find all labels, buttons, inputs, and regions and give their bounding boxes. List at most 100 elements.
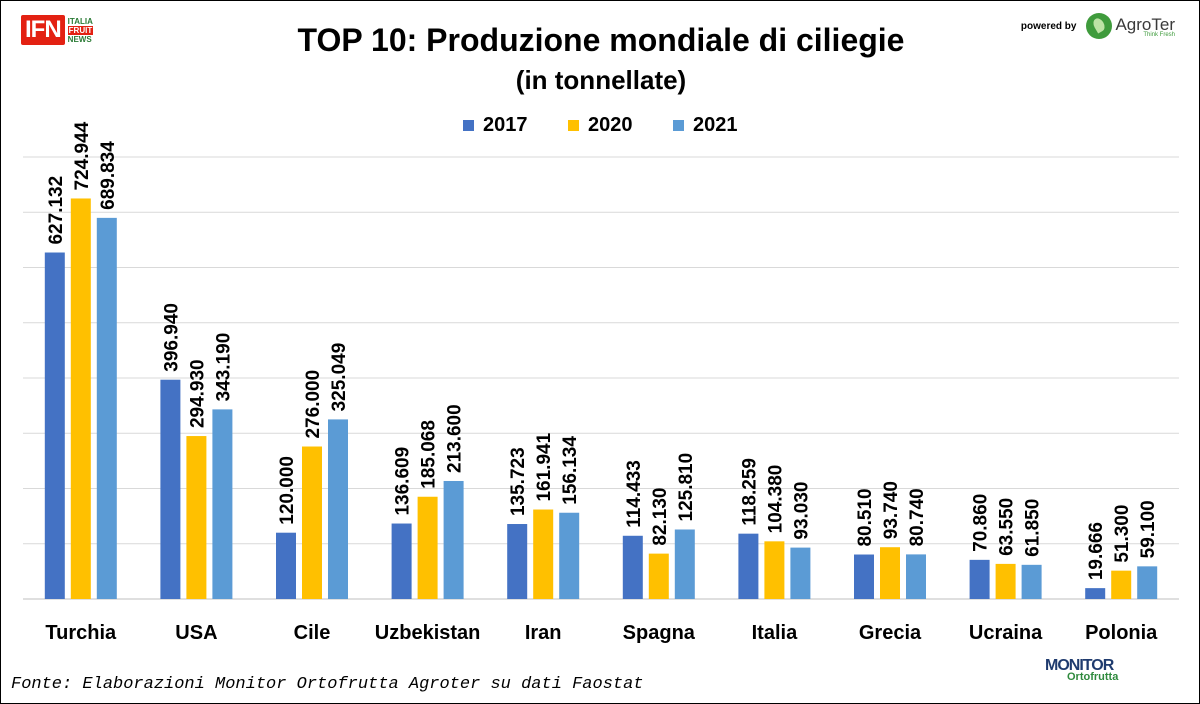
data-label-ucraina-2021: 61.850 — [1023, 499, 1044, 557]
data-label-turchia-2017: 627.132 — [46, 176, 67, 245]
data-label-italia-2017: 118.259 — [739, 458, 760, 526]
data-label-polonia-2021: 59.100 — [1138, 500, 1159, 558]
bar-iran-2020 — [533, 509, 554, 599]
bar-polonia-2021 — [1137, 566, 1158, 599]
bar-italia-2017 — [738, 533, 759, 599]
bar-turchia-2021 — [96, 217, 117, 600]
chart-subtitle: (in tonnellate) — [516, 65, 686, 95]
data-label-italia-2021: 93.030 — [791, 481, 812, 539]
legend-label-2020: 2020 — [588, 114, 633, 136]
leaf-icon — [1086, 13, 1113, 39]
bar-spagna-2021 — [674, 529, 695, 599]
data-label-iran-2017: 135.723 — [508, 447, 529, 516]
category-label-grecia: Grecia — [859, 622, 922, 644]
bar-polonia-2020 — [1111, 570, 1132, 599]
legend-swatch-2020 — [568, 120, 579, 131]
ifn-logo-line3: NEWS — [67, 34, 92, 44]
bar-cile-2020 — [302, 446, 322, 599]
category-label-usa: USA — [175, 622, 217, 644]
data-label-cile-2017: 120.000 — [277, 456, 298, 525]
data-label-spagna-2021: 125.810 — [676, 453, 697, 522]
monitor-ortofrutta-logo: MONITOR Ortofrutta — [1045, 657, 1118, 683]
monitor-logo-main: MONITOR — [1045, 657, 1114, 674]
data-label-usa-2017: 396.940 — [161, 303, 182, 372]
bar-polonia-2017 — [1085, 588, 1106, 599]
data-label-grecia-2021: 80.740 — [907, 488, 928, 546]
data-label-polonia-2017: 19.666 — [1086, 522, 1107, 580]
data-label-usa-2020: 294.930 — [187, 359, 208, 428]
agroter-name: AgroTer — [1115, 14, 1175, 34]
ifn-logo-line2: FRUIT — [67, 25, 94, 35]
agroter-tagline: Think Fresh — [1143, 31, 1175, 38]
data-label-italia-2020: 104.380 — [765, 465, 786, 534]
data-label-uzbekistan-2020: 185.068 — [419, 420, 440, 489]
bar-italia-2021 — [790, 547, 811, 599]
category-label-turchia: Turchia — [45, 622, 117, 644]
bar-italia-2020 — [764, 541, 785, 599]
chart-legend: 2017 2020 2021 — [463, 114, 738, 136]
agroter-wordmark: AgroTer Think Fresh — [1115, 15, 1175, 38]
category-label-polonia: Polonia — [1085, 622, 1158, 644]
source-note: Fonte: Elaborazioni Monitor Ortofrutta A… — [11, 675, 644, 694]
bar-ucraina-2017 — [969, 559, 990, 599]
bar-usa-2020 — [186, 436, 207, 599]
data-label-ucraina-2020: 63.550 — [997, 498, 1018, 556]
data-label-grecia-2017: 80.510 — [855, 488, 876, 546]
bar-ucraina-2020 — [995, 563, 1016, 599]
bar-usa-2021 — [212, 409, 233, 599]
ifn-logo-line1: ITALIA — [67, 16, 93, 26]
bar-turchia-2020 — [70, 198, 91, 599]
category-label-iran: Iran — [525, 622, 562, 644]
data-label-uzbekistan-2017: 136.609 — [393, 447, 414, 516]
bar-usa-2017 — [160, 379, 181, 599]
bar-uzbekistan-2020 — [417, 496, 438, 599]
bar-uzbekistan-2021 — [443, 480, 464, 599]
data-label-iran-2020: 161.941 — [534, 432, 555, 501]
data-label-spagna-2020: 82.130 — [650, 487, 671, 545]
bar-turchia-2017 — [44, 252, 65, 599]
data-label-polonia-2020: 51.300 — [1112, 505, 1133, 563]
category-label-cile: Cile — [294, 622, 331, 644]
data-label-iran-2021: 156.134 — [560, 436, 581, 505]
legend-swatch-2021 — [673, 120, 684, 131]
category-labels-group: Turchia USA Cile Uzbekistan Iran Spagna Italia… — [45, 622, 1158, 644]
ifn-logo-text: ITALIA FRUIT NEWS — [67, 16, 94, 44]
category-label-spagna: Spagna — [623, 622, 696, 644]
bar-iran-2017 — [507, 524, 528, 599]
bars-group — [44, 198, 1158, 600]
legend-label-2017: 2017 — [483, 114, 528, 136]
bar-grecia-2021 — [906, 554, 926, 599]
monitor-logo-sub: Ortofrutta — [1067, 671, 1119, 683]
legend-swatch-2017 — [463, 120, 474, 131]
legend-label-2021: 2021 — [693, 114, 738, 136]
data-label-cile-2020: 276.000 — [303, 370, 324, 439]
bar-spagna-2020 — [648, 553, 669, 599]
data-label-cile-2021: 325.049 — [329, 343, 350, 412]
bar-cile-2021 — [328, 419, 348, 599]
data-label-spagna-2017: 114.433 — [624, 460, 645, 528]
category-label-italia: Italia — [752, 622, 798, 644]
data-label-uzbekistan-2021: 213.600 — [445, 404, 466, 473]
bar-spagna-2017 — [622, 535, 643, 599]
bar-cile-2017 — [276, 532, 296, 599]
data-label-usa-2021: 343.190 — [213, 333, 234, 402]
bar-ucraina-2021 — [1021, 564, 1042, 599]
bar-grecia-2020 — [880, 547, 900, 599]
powered-by-label: powered by — [1020, 20, 1077, 32]
category-label-uzbekistan: Uzbekistan — [375, 622, 481, 644]
bar-uzbekistan-2017 — [391, 523, 412, 599]
category-label-ucraina: Ucraina — [969, 622, 1043, 644]
bar-iran-2021 — [559, 512, 580, 599]
agroter-logo: powered by AgroTer Think Fresh — [1021, 13, 1175, 39]
ifn-logo-main: IFN — [21, 15, 65, 45]
bar-grecia-2017 — [854, 554, 874, 599]
chart-title: TOP 10: Produzione mondiale di ciliegie — [298, 22, 905, 58]
ifn-logo: IFN ITALIA FRUIT NEWS — [21, 15, 94, 45]
data-label-ucraina-2017: 70.860 — [971, 494, 992, 552]
data-label-turchia-2020: 724.944 — [72, 121, 93, 190]
data-label-grecia-2020: 93.740 — [881, 481, 902, 539]
data-label-turchia-2021: 689.834 — [98, 141, 119, 210]
